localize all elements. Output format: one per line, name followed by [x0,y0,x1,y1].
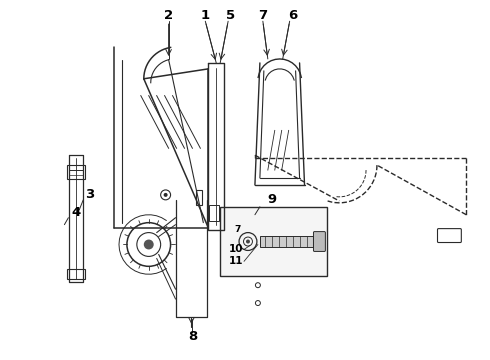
Text: 7: 7 [235,225,241,234]
Text: 11: 11 [229,256,244,266]
Text: 1: 1 [201,9,210,22]
Text: 5: 5 [225,9,235,22]
Text: 10: 10 [229,244,244,255]
Text: 4: 4 [72,206,81,219]
FancyBboxPatch shape [314,231,325,251]
FancyBboxPatch shape [68,165,85,179]
Circle shape [164,193,168,197]
FancyBboxPatch shape [196,190,202,205]
Text: 2: 2 [164,9,173,22]
Circle shape [144,239,154,249]
FancyBboxPatch shape [220,207,327,276]
FancyBboxPatch shape [209,205,219,221]
Text: 9: 9 [267,193,276,206]
Text: 8: 8 [188,330,197,343]
FancyBboxPatch shape [68,269,85,279]
FancyBboxPatch shape [260,235,315,247]
Circle shape [246,239,250,243]
FancyBboxPatch shape [438,229,461,243]
Text: 3: 3 [85,188,94,201]
Text: 7: 7 [258,9,268,22]
Text: 6: 6 [288,9,297,22]
